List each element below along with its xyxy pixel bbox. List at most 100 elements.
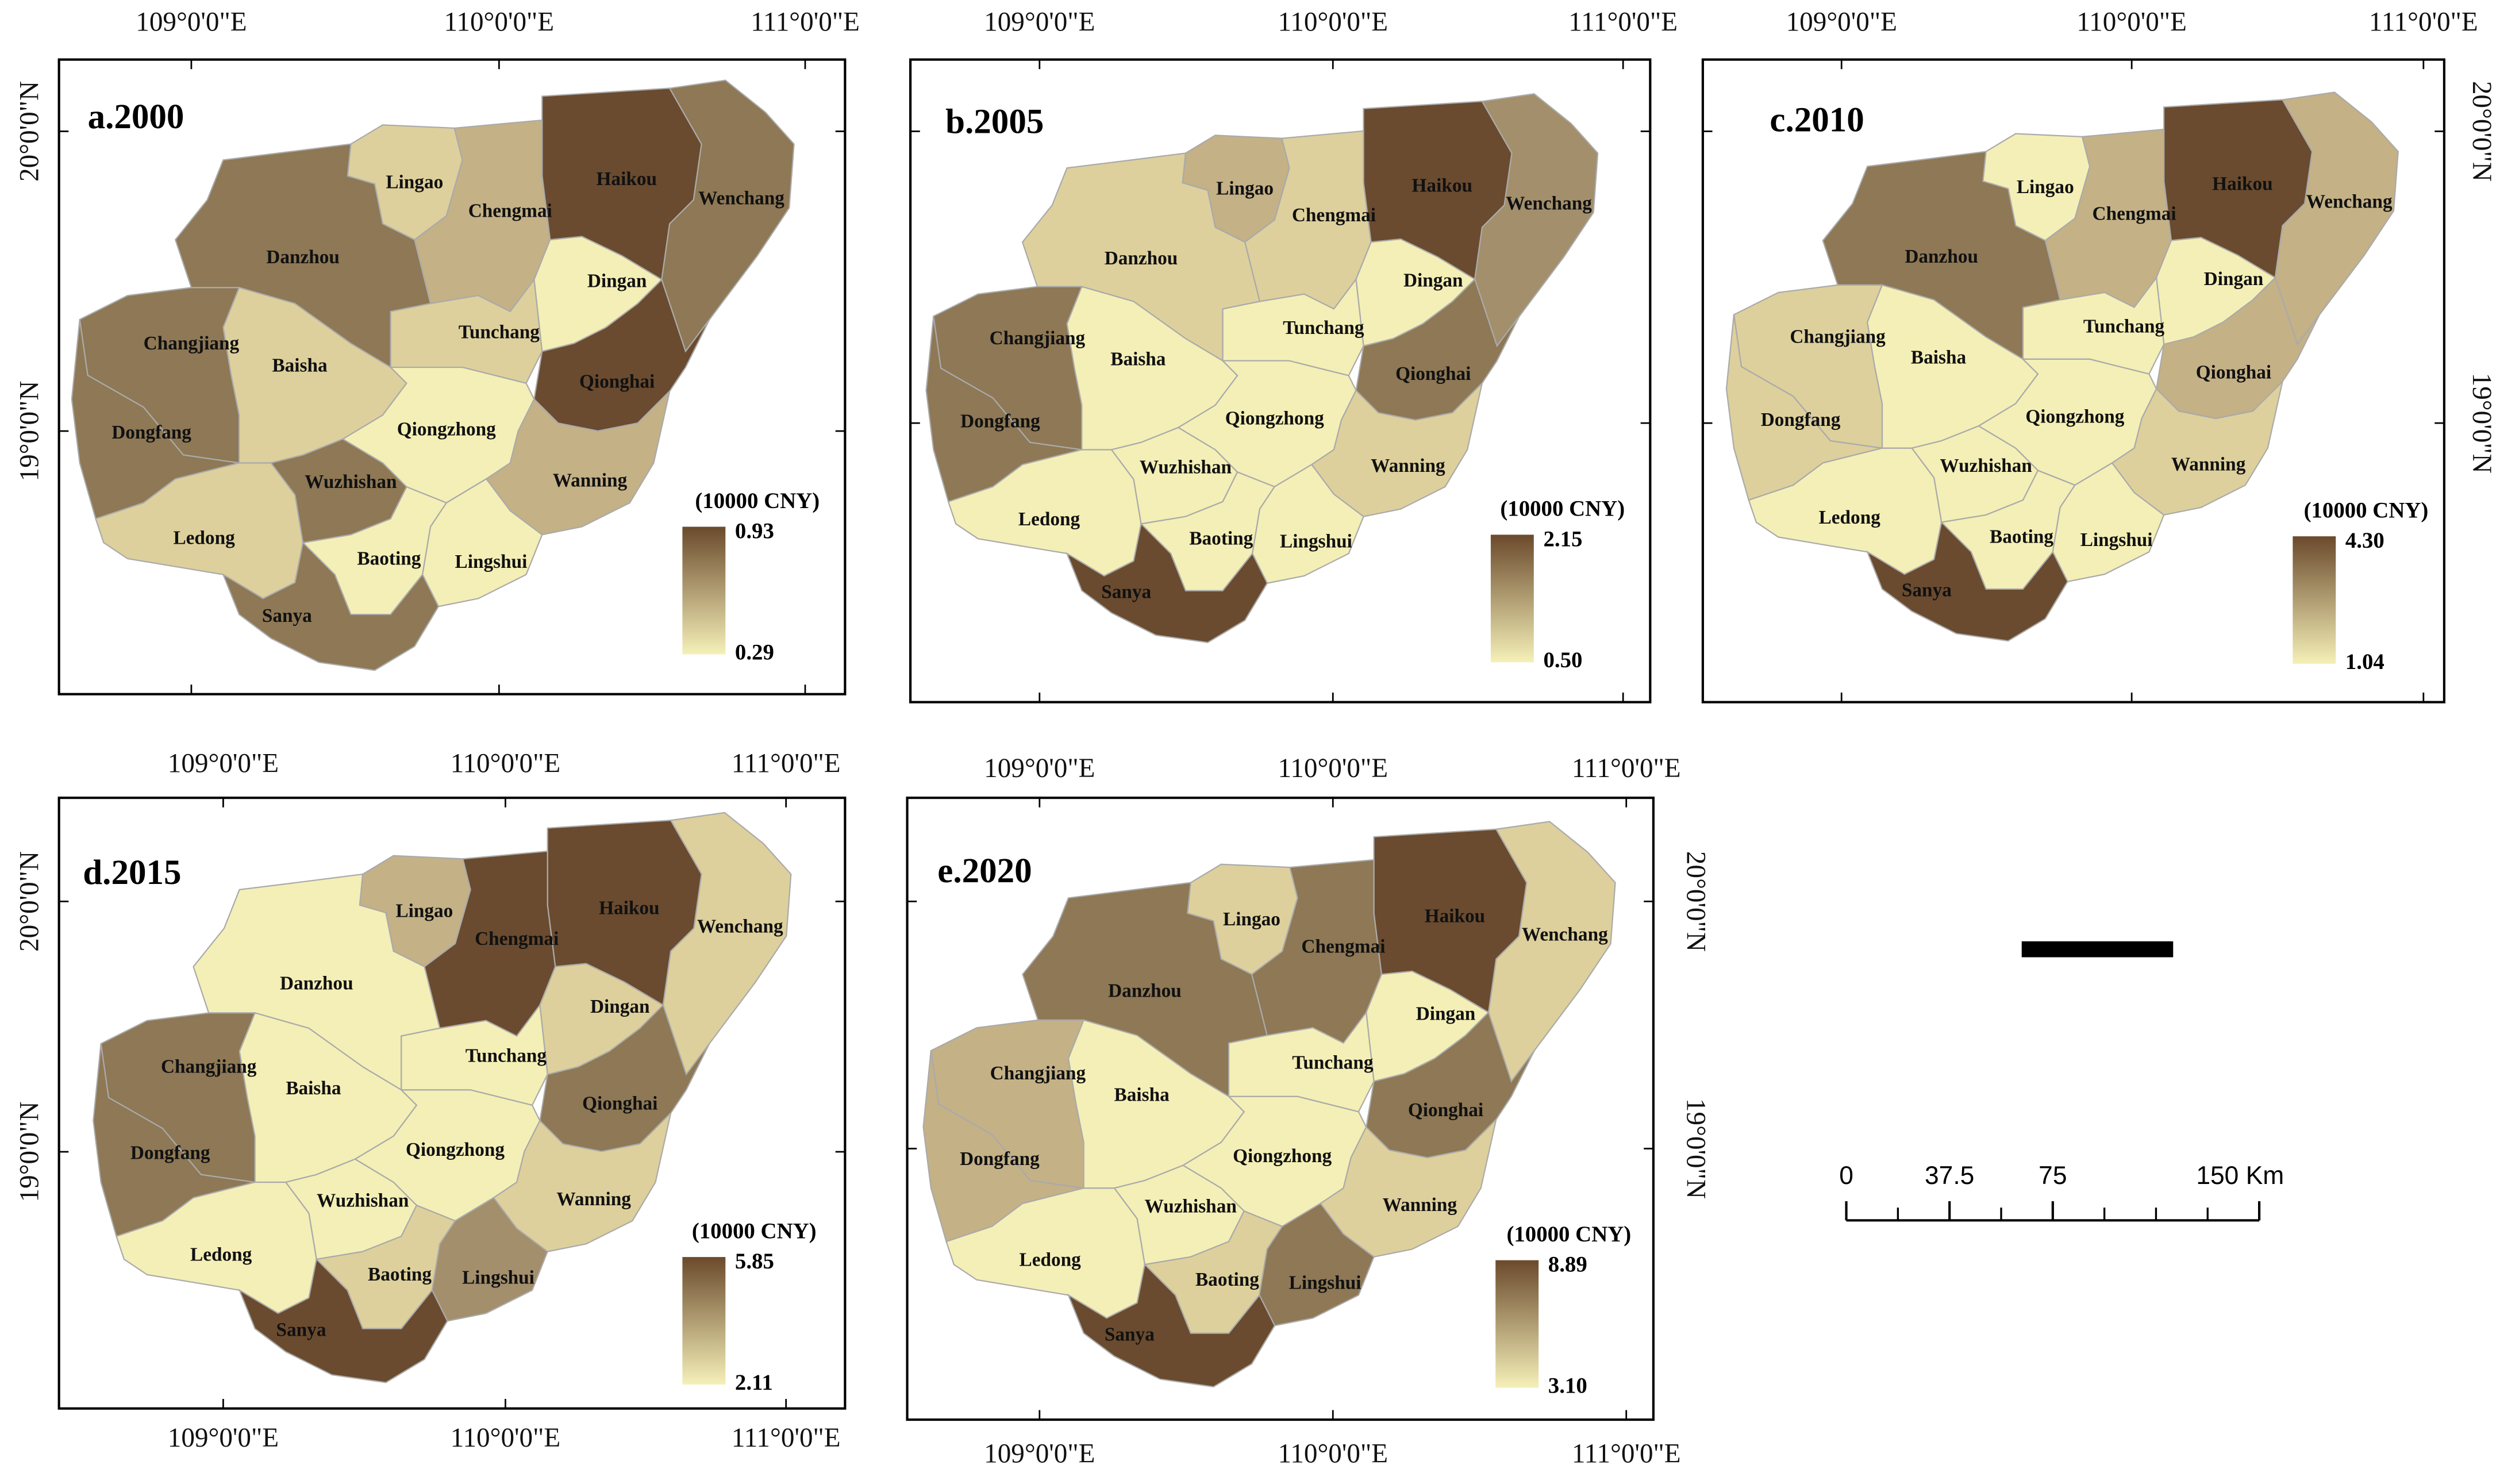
panel-title: d.2015 bbox=[83, 854, 181, 892]
region-label: Haikou bbox=[599, 897, 659, 918]
legend-max: 8.89 bbox=[1548, 1252, 1587, 1277]
region bbox=[1320, 1117, 1498, 1258]
region-label: Dongfang bbox=[960, 411, 1040, 432]
region-label: Baoting bbox=[368, 1264, 432, 1285]
legend-max: 0.93 bbox=[735, 518, 774, 543]
legend-unit: (10000 CNY) bbox=[2304, 498, 2429, 522]
region-label: Qiongzhong bbox=[397, 419, 496, 440]
region-label: Chengmai bbox=[1292, 205, 1376, 226]
region-label: Lingshui bbox=[2080, 529, 2153, 551]
region-label: Ledong bbox=[1020, 1249, 1082, 1270]
region-label: Tunchang bbox=[2083, 316, 2165, 337]
legend-min: 0.29 bbox=[735, 640, 774, 664]
region-label: Changjiang bbox=[144, 333, 240, 354]
region-label: Dongfang bbox=[130, 1142, 210, 1163]
region-label: Dingan bbox=[1403, 270, 1463, 291]
lon-label: 109°0'0"E bbox=[984, 7, 1095, 37]
region bbox=[2052, 462, 2165, 583]
map-panel: Haikou Wenchang Lingao Chengmai Danzhou Dinga… bbox=[906, 753, 1710, 1469]
region-label: Baoting bbox=[1189, 528, 1253, 549]
region-label: Danzhou bbox=[1905, 246, 1978, 267]
map-panel: Haikou Wenchang Lingao Chengmai Danzhou Dinga… bbox=[1701, 7, 2497, 703]
region-label: Chengmai bbox=[1301, 936, 1385, 958]
map-panel: Haikou Wenchang Lingao Chengmai Danzhou Dinga… bbox=[14, 7, 860, 695]
region-label: Dingan bbox=[2204, 268, 2264, 290]
region-label: Baoting bbox=[1990, 526, 2053, 548]
region bbox=[2111, 379, 2284, 516]
lon-label: 110°0'0"E bbox=[451, 748, 561, 778]
region-label: Lingao bbox=[395, 901, 453, 922]
lon-label: 111°0'0"E bbox=[732, 748, 841, 778]
region bbox=[431, 1197, 549, 1322]
lon-label: 109°0'0"E bbox=[984, 1439, 1095, 1469]
lat-label: 19°0'0"N bbox=[14, 1101, 44, 1202]
region-label: Baisha bbox=[1911, 347, 1967, 368]
lon-label: 109°0'0"E bbox=[168, 748, 279, 778]
lon-label: 110°0'0"E bbox=[1278, 1439, 1388, 1469]
lat-label: 19°0'0"N bbox=[1680, 1098, 1710, 1199]
region-label: Ledong bbox=[1018, 509, 1080, 530]
region-label: Lingao bbox=[1216, 178, 1274, 199]
region-label: Sanya bbox=[262, 605, 312, 626]
region-label: Wanning bbox=[2171, 453, 2246, 475]
lon-label: 110°0'0"E bbox=[1278, 7, 1388, 37]
region-label: Dingan bbox=[590, 996, 650, 1017]
lat-label: 20°0'0"N bbox=[14, 851, 44, 952]
region-label: Wanning bbox=[1371, 455, 1445, 476]
legend-min: 3.10 bbox=[1548, 1373, 1587, 1398]
region bbox=[238, 1258, 448, 1383]
region-label: Wenchang bbox=[698, 187, 784, 209]
region-label: Haikou bbox=[1425, 906, 1485, 927]
region-label: Lingshui bbox=[1289, 1272, 1361, 1293]
region bbox=[1067, 1263, 1276, 1388]
region-label: Tunchang bbox=[1283, 317, 1364, 339]
region-label: Qionghai bbox=[2196, 362, 2271, 383]
panel-title: a.2000 bbox=[88, 98, 184, 136]
region-label: Wuzhishan bbox=[305, 471, 397, 493]
region-label: Qionghai bbox=[582, 1093, 657, 1114]
region-label: Dingan bbox=[587, 271, 647, 292]
region-label: Wuzhishan bbox=[1140, 457, 1232, 478]
region-label: Danzhou bbox=[1108, 981, 1182, 1002]
region-label: Wenchang bbox=[1506, 193, 1592, 214]
region-label: Changjiang bbox=[161, 1056, 257, 1077]
legend-ramp bbox=[1495, 1260, 1539, 1388]
lon-label: 111°0'0"E bbox=[1572, 753, 1681, 783]
region-label: Changjiang bbox=[990, 1063, 1086, 1084]
region-label: Wenchang bbox=[2306, 191, 2393, 213]
region-label: Chengmai bbox=[475, 928, 559, 949]
legend-unit: (10000 CNY) bbox=[1506, 1222, 1631, 1247]
legend-min: 0.50 bbox=[1543, 648, 1582, 672]
lon-label: 109°0'0"E bbox=[984, 753, 1095, 783]
region bbox=[1310, 381, 1483, 517]
region-label: Baisha bbox=[286, 1078, 341, 1099]
region-label: Changjiang bbox=[1790, 326, 1886, 347]
region bbox=[485, 389, 671, 536]
region-label: Wanning bbox=[1383, 1194, 1457, 1216]
region-label: Qionghai bbox=[1408, 1099, 1483, 1121]
legend-min: 2.11 bbox=[735, 1370, 773, 1395]
region-label: Qionghai bbox=[579, 371, 655, 392]
region-label: Dongfang bbox=[111, 422, 191, 443]
region bbox=[1066, 522, 1268, 644]
region-label: Wuzhishan bbox=[317, 1190, 409, 1212]
region-label: Lingao bbox=[386, 172, 443, 193]
region bbox=[1252, 463, 1364, 584]
region-label: Baisha bbox=[272, 355, 328, 376]
region-label: Sanya bbox=[1902, 580, 1952, 601]
map-panel: Haikou Wenchang Lingao Chengmai Danzhou Dinga… bbox=[909, 7, 1678, 703]
region-label: Ledong bbox=[173, 527, 235, 548]
lon-label: 110°0'0"E bbox=[2076, 7, 2187, 37]
region-label: Qionghai bbox=[1395, 363, 1471, 385]
scale-label: 150 Km bbox=[2196, 1162, 2284, 1190]
map-panel: Haikou Wenchang Lingao Chengmai Danzhou Dinga… bbox=[14, 748, 847, 1453]
lat-label: 20°0'0"N bbox=[2467, 81, 2497, 182]
region-label: Wanning bbox=[553, 470, 628, 491]
region-label: Lingao bbox=[2017, 176, 2074, 198]
legend-max: 4.30 bbox=[2345, 528, 2384, 553]
region-label: Sanya bbox=[1105, 1324, 1155, 1345]
north-bar bbox=[2021, 941, 2174, 958]
lon-label: 109°0'0"E bbox=[136, 7, 247, 37]
lon-label: 109°0'0"E bbox=[168, 1423, 279, 1453]
region-label: Tunchang bbox=[459, 321, 540, 343]
